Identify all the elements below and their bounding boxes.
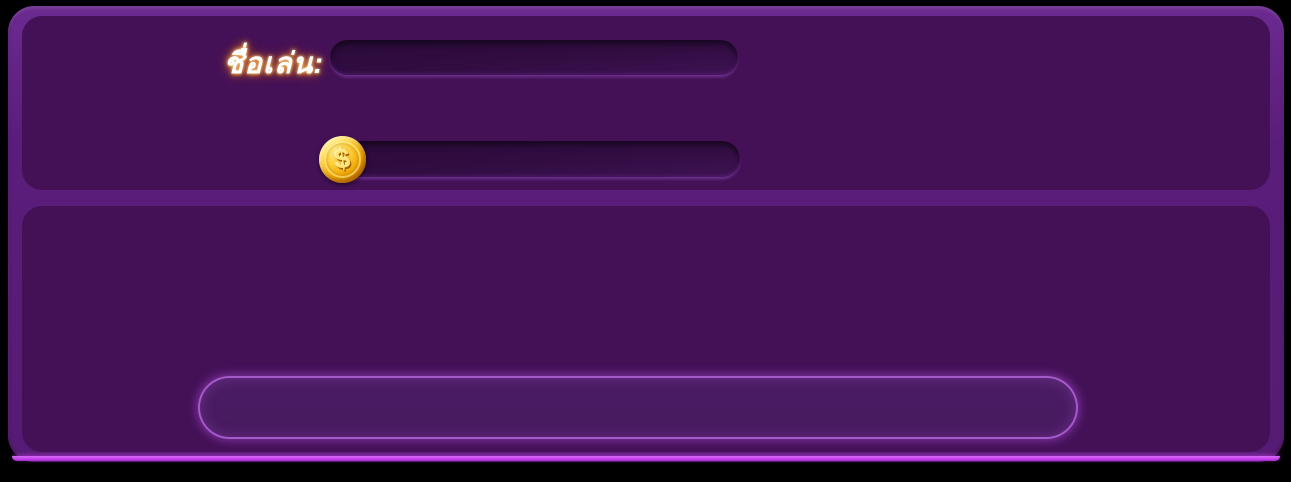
action-section [22, 206, 1270, 452]
nickname-label: ชื่อเล่น: [223, 48, 324, 80]
primary-action-button[interactable] [198, 376, 1078, 439]
balance-field[interactable] [336, 141, 740, 177]
profile-section: ชื่อเล่น: $ [22, 16, 1270, 190]
frame-bottom-glow-edge [12, 456, 1280, 461]
nickname-input[interactable] [330, 40, 738, 75]
coin-dollar-symbol: $ [332, 143, 352, 175]
coin-icon: $ [319, 136, 366, 183]
